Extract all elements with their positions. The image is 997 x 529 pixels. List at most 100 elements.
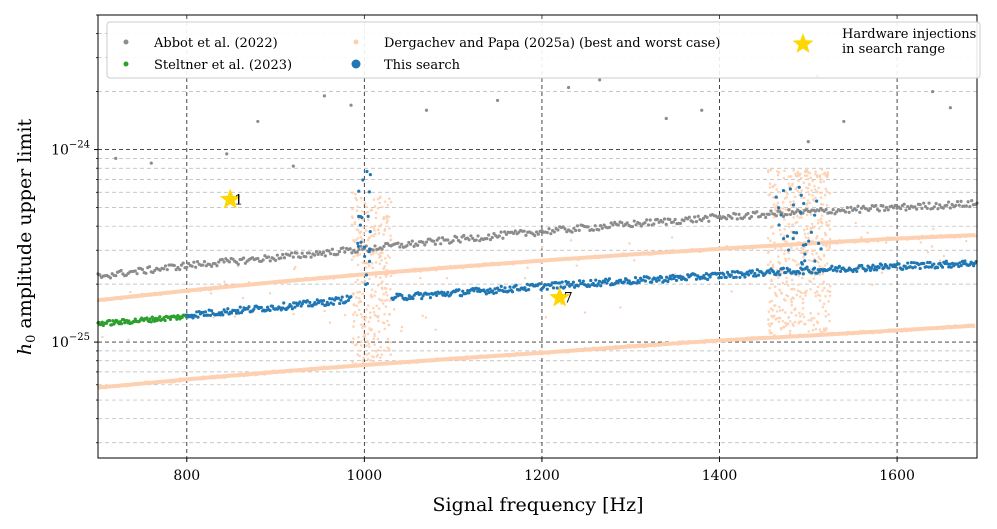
abbot-point [884,205,889,210]
abbot-point [336,252,340,256]
dergachev-point [781,308,785,312]
dergachev-point [368,277,371,281]
this-search-point [684,278,689,282]
this-search-outlier [356,244,360,249]
dergachev-point [823,264,827,267]
dergachev-point [809,288,812,291]
this-search-point [544,283,548,287]
abbot-point [634,223,638,227]
dergachev-point [814,294,818,298]
this-search-outlier [795,231,799,235]
dergachev-point [785,280,789,284]
this-search-point [196,315,200,319]
dergachev-point [790,278,794,282]
dergachev-point [292,267,296,271]
dergachev-point [379,254,383,258]
dergachev-point [801,276,804,280]
this-search-point [794,272,798,276]
this-search-point [963,259,967,263]
abbot-point [881,204,885,208]
abbot-point [329,252,333,256]
dergachev-point [820,168,824,171]
dergachev-point [353,310,357,314]
dergachev-point [352,319,356,323]
dergachev-point [628,242,631,245]
abbot-point [920,206,924,210]
abbot-point [535,230,539,234]
dergachev-point [818,265,821,268]
this-search-point [551,286,556,290]
this-search-point [566,280,570,284]
this-search-point [882,265,886,270]
abbot-point [847,210,851,214]
abbot-point [694,220,699,224]
this-search-point [768,271,772,275]
abbot-point [883,208,887,213]
dergachev-point [241,296,245,300]
this-search-point [490,289,495,293]
abbot-point [242,256,246,260]
dergachev-point [776,201,780,205]
abbot-point [552,230,556,234]
abbot-point [217,260,221,264]
this-search-point [637,280,641,284]
dergachev-point [827,313,830,316]
abbot-point [899,206,903,211]
this-search-point [331,302,336,306]
abbot-point [902,202,906,206]
dergachev-point [796,289,800,293]
dergachev-point [781,201,785,204]
dergachev-point [374,211,378,215]
dergachev-point [372,234,376,238]
dergachev-point [932,227,935,231]
dergachev-point [828,319,831,323]
dergachev-point [386,346,389,349]
dergachev-point [377,319,380,323]
this-search-point [226,307,230,311]
this-search-point [461,289,465,293]
abbot-outlier [149,161,153,165]
dergachev-point [400,329,403,333]
dergachev-point [787,175,791,178]
abbot-point [455,235,459,239]
dergachev-point [380,205,384,209]
abbot-point [350,251,354,255]
abbot-point [282,256,287,260]
abbot-point [318,250,322,254]
this-search-point [484,292,488,296]
abbot-point [662,217,667,221]
dergachev-point [795,220,799,224]
y-axis-title: h0 amplitude upper limit [14,118,39,355]
abbot-point [497,234,501,238]
dergachev-point [378,276,382,279]
this-search-outlier [365,169,369,174]
abbot-point [487,233,491,237]
abbot-point [147,265,152,269]
steltner-point [148,317,152,321]
dergachev-point [770,279,773,283]
this-search-point [440,290,444,294]
this-search-point [247,305,251,309]
abbot-point [696,214,700,218]
dergachev-point [377,314,380,318]
injection-label: 7 [564,291,573,307]
abbot-point [597,228,601,232]
dergachev-point [818,175,822,179]
dergachev-point [771,225,774,228]
dergachev-point [807,236,810,240]
dergachev-point [768,186,772,189]
dergachev-point [383,229,387,232]
dergachev-point [787,316,790,319]
plot-area [98,15,977,458]
legend-star-icon [792,33,814,53]
dergachev-point [373,204,377,208]
dergachev-point [357,308,361,312]
dergachev-point [360,237,364,241]
dergachev-point [790,298,793,301]
dergachev-point [294,265,297,269]
this-search-point [292,301,296,305]
dergachev-point [800,291,803,295]
dergachev-point [773,285,777,289]
dergachev-point [382,349,386,352]
